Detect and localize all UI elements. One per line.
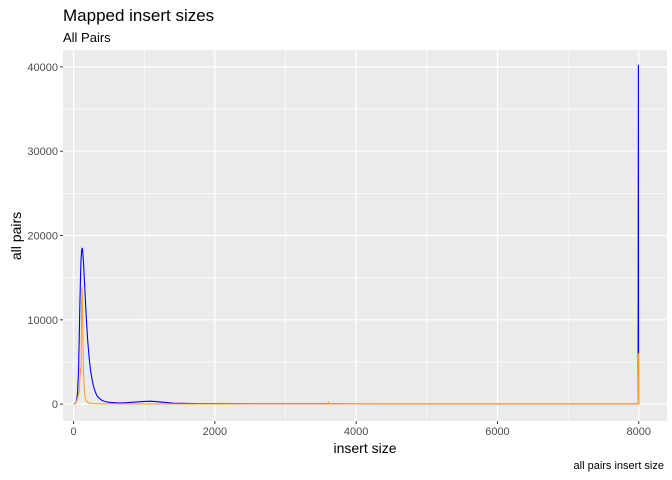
series-line-orange — [73, 287, 640, 405]
x-tick-label: 8000 — [627, 426, 651, 438]
y-axis-title: all pairs — [8, 212, 24, 260]
chart-caption: all pairs insert size — [573, 460, 664, 472]
x-tick-label: 2000 — [203, 426, 227, 438]
y-tick-label: 30000 — [27, 146, 58, 158]
y-tick-label: 10000 — [27, 315, 58, 327]
y-tick-label: 40000 — [27, 62, 58, 74]
chart-title: Mapped insert sizes — [63, 6, 215, 25]
series-layer — [73, 64, 640, 405]
x-tick-label: 0 — [71, 426, 77, 438]
y-tick-label: 0 — [52, 399, 58, 411]
axis-ticks: 0 2000 4000 6000 8000 0 10000 20000 30000 40000 — [27, 62, 651, 438]
x-tick-label: 4000 — [344, 426, 368, 438]
x-tick-label: 6000 — [485, 426, 509, 438]
x-axis-title: insert size — [333, 440, 396, 456]
chart-subtitle: All Pairs — [63, 30, 111, 45]
y-tick-label: 20000 — [27, 231, 58, 243]
